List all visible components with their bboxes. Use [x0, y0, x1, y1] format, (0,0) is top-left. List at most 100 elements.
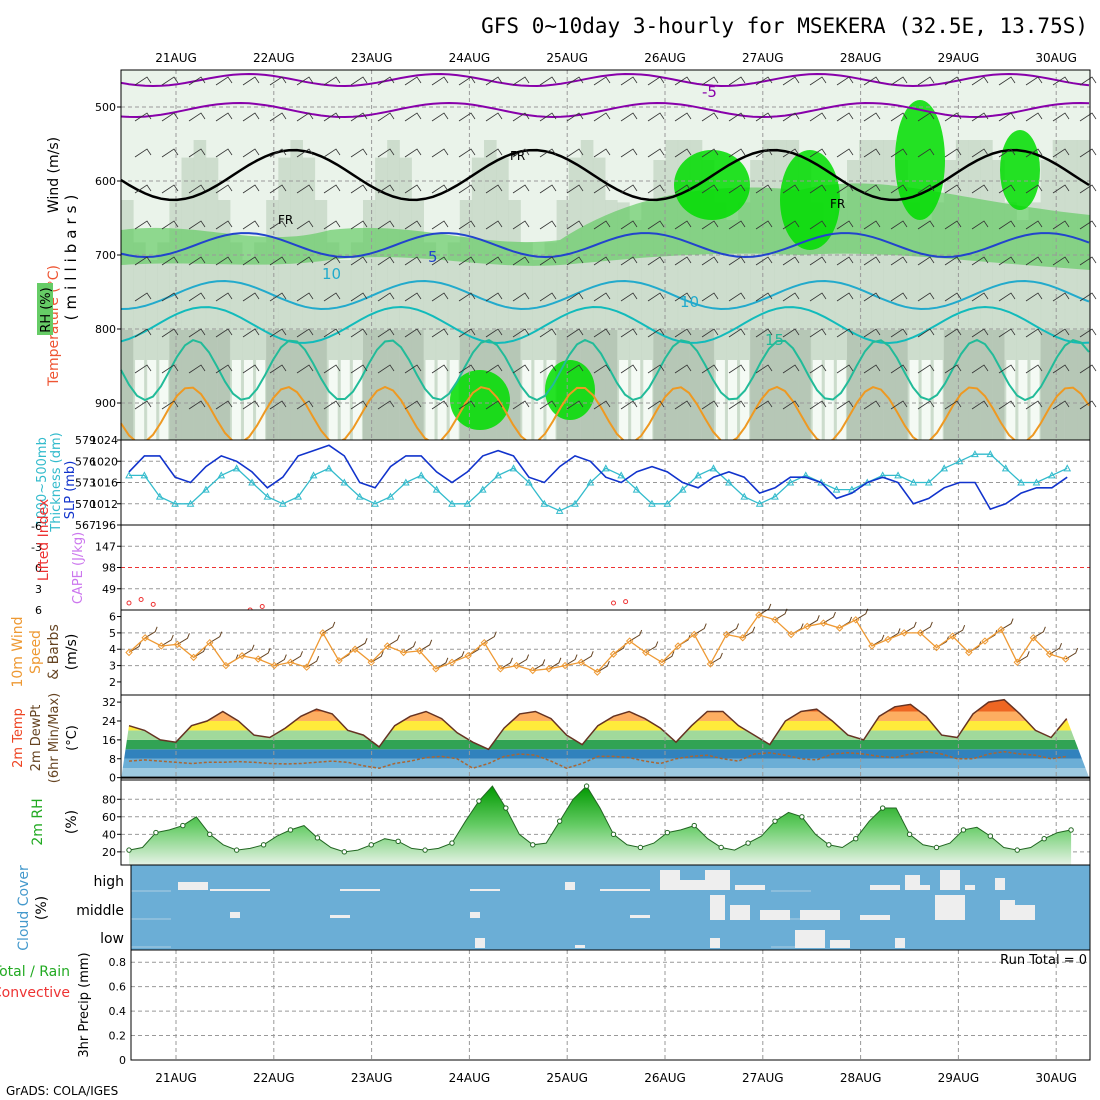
wind-barb — [458, 364, 476, 374]
surface-barb — [161, 634, 174, 647]
cloud-block — [730, 905, 750, 920]
wind-barb — [971, 76, 989, 86]
wind-barb — [215, 292, 233, 302]
ytick-label: 40 — [102, 828, 116, 841]
wind-barb — [782, 256, 800, 266]
ytick-label: 1020 — [90, 455, 118, 468]
ylabel-wind-units: (m/s) — [64, 634, 80, 671]
wind-barb — [1079, 184, 1097, 194]
ylabel-wind: Wind (m/s) — [46, 137, 62, 213]
rh-dry-column — [231, 360, 241, 440]
wind-barb — [890, 112, 908, 122]
temp-grid — [175, 695, 1057, 780]
wind-barb — [404, 112, 422, 122]
date-label-top: 25AUG — [546, 51, 588, 65]
thickness-point — [232, 464, 241, 472]
wind-barb — [539, 184, 557, 194]
precip-tick-label: 0.4 — [109, 1005, 127, 1018]
wind-barb — [890, 364, 908, 374]
rh-point — [180, 822, 186, 829]
rh-dark-column — [121, 330, 134, 440]
thickness-point — [340, 478, 349, 486]
ytick-label: 1024 — [90, 434, 118, 447]
surface-barb — [597, 660, 610, 673]
wind-speed-point — [238, 652, 246, 660]
date-label-bottom: 30AUG — [1035, 1071, 1077, 1085]
wind-barb — [917, 400, 935, 410]
wind-grid — [121, 610, 1090, 695]
wind-barb — [890, 220, 908, 230]
date-label-top: 24AUG — [449, 51, 491, 65]
wind-speed-point — [1013, 658, 1021, 667]
thickness-tick-label: 567 — [75, 519, 96, 532]
rh-dark-column — [786, 330, 800, 440]
wind-barb — [485, 220, 503, 230]
ytick-label: 32 — [102, 696, 116, 709]
wind-barb — [485, 292, 503, 302]
wind-barb — [566, 328, 584, 338]
wind-barb — [728, 256, 746, 266]
wind-barb — [917, 148, 935, 158]
cloud-block — [705, 870, 730, 890]
contour-label-fr-3: FR — [830, 197, 845, 211]
wind-barb — [836, 220, 854, 230]
wind-barb — [1052, 76, 1070, 86]
wind-speed-point — [819, 619, 828, 627]
upper-wind-barbs — [134, 76, 1097, 410]
wind-barb — [755, 220, 773, 230]
wind-barb — [134, 292, 152, 302]
rh-series — [128, 785, 1072, 853]
wind-barb — [836, 400, 854, 410]
rh-dark-column — [883, 330, 896, 440]
rh-point — [906, 831, 913, 838]
wind-barb — [269, 184, 287, 194]
cloud-level-high: high — [93, 874, 124, 890]
ylabel-thickness-1: 1000~500mb — [35, 437, 50, 527]
wind-barb — [566, 220, 584, 230]
ylabel-slp: SLP (mb) — [63, 461, 78, 520]
wind-barb — [485, 256, 503, 266]
wind-barb — [377, 184, 395, 194]
rh-point — [341, 849, 348, 855]
rh-dry-column — [933, 360, 943, 440]
thickness-point — [601, 464, 610, 472]
wind-speed-point — [948, 632, 957, 640]
wind-barb — [215, 112, 233, 122]
date-label-bottom: 26AUG — [644, 1071, 686, 1085]
wind-barb — [755, 328, 773, 338]
wind-barb — [1025, 76, 1043, 86]
wind-barb — [971, 256, 989, 266]
ylabel-cloud-cover: Cloud Cover — [16, 865, 32, 951]
thickness-point — [1063, 464, 1072, 472]
precip-tick-label: 0.2 — [109, 1030, 127, 1043]
wind-barb — [566, 292, 584, 302]
wind-barb — [755, 112, 773, 122]
wind-barb — [539, 220, 557, 230]
wind-barb — [593, 292, 611, 302]
date-label-top: 28AUG — [840, 51, 882, 65]
wind-barb — [539, 148, 557, 158]
surface-barb — [257, 647, 271, 660]
wind-barb — [1079, 148, 1097, 158]
cloud-block — [178, 882, 208, 890]
cloud-block — [630, 915, 650, 918]
wind-barb — [485, 76, 503, 86]
ytick-label: 700 — [95, 249, 116, 262]
ytick-label: 900 — [95, 397, 116, 410]
wind-barb — [161, 76, 179, 86]
wind-barb — [944, 76, 962, 86]
rh-dry-column — [740, 360, 750, 440]
ytick-label: 0 — [109, 772, 116, 785]
wind-barb — [323, 364, 341, 374]
wind-barb — [377, 328, 395, 338]
wind-barb — [431, 400, 449, 410]
ytick-label: 49 — [102, 583, 116, 596]
rh-dark-column — [605, 330, 618, 440]
wind-barb — [593, 256, 611, 266]
surface-wind-barbs — [128, 603, 1079, 673]
wind-barb — [674, 148, 692, 158]
surface-barb — [516, 654, 530, 667]
wind-barb — [1079, 328, 1097, 338]
rh-dark-column — [314, 330, 328, 440]
